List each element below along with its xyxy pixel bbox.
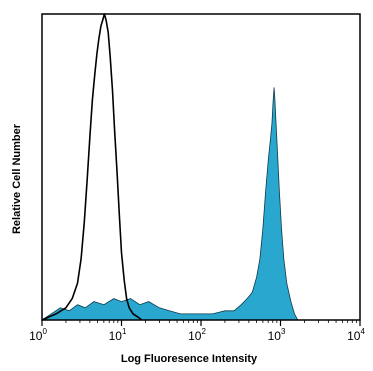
plot-area	[40, 13, 299, 321]
x-tick-label: 104	[347, 327, 365, 343]
histogram-filled-series	[40, 87, 299, 321]
x-tick-label: 100	[29, 327, 47, 343]
x-tick-label: 103	[268, 327, 286, 343]
x-tick-label: 102	[188, 327, 206, 343]
y-axis-label: Relative Cell Number	[11, 123, 23, 234]
histogram-line-series	[41, 13, 143, 321]
plot-frame	[41, 13, 361, 321]
x-axis: 100 101 102 103 104	[29, 320, 365, 343]
x-tick-label: 101	[109, 327, 127, 343]
x-axis-label: Log Fluoresence Intensity	[121, 353, 258, 365]
